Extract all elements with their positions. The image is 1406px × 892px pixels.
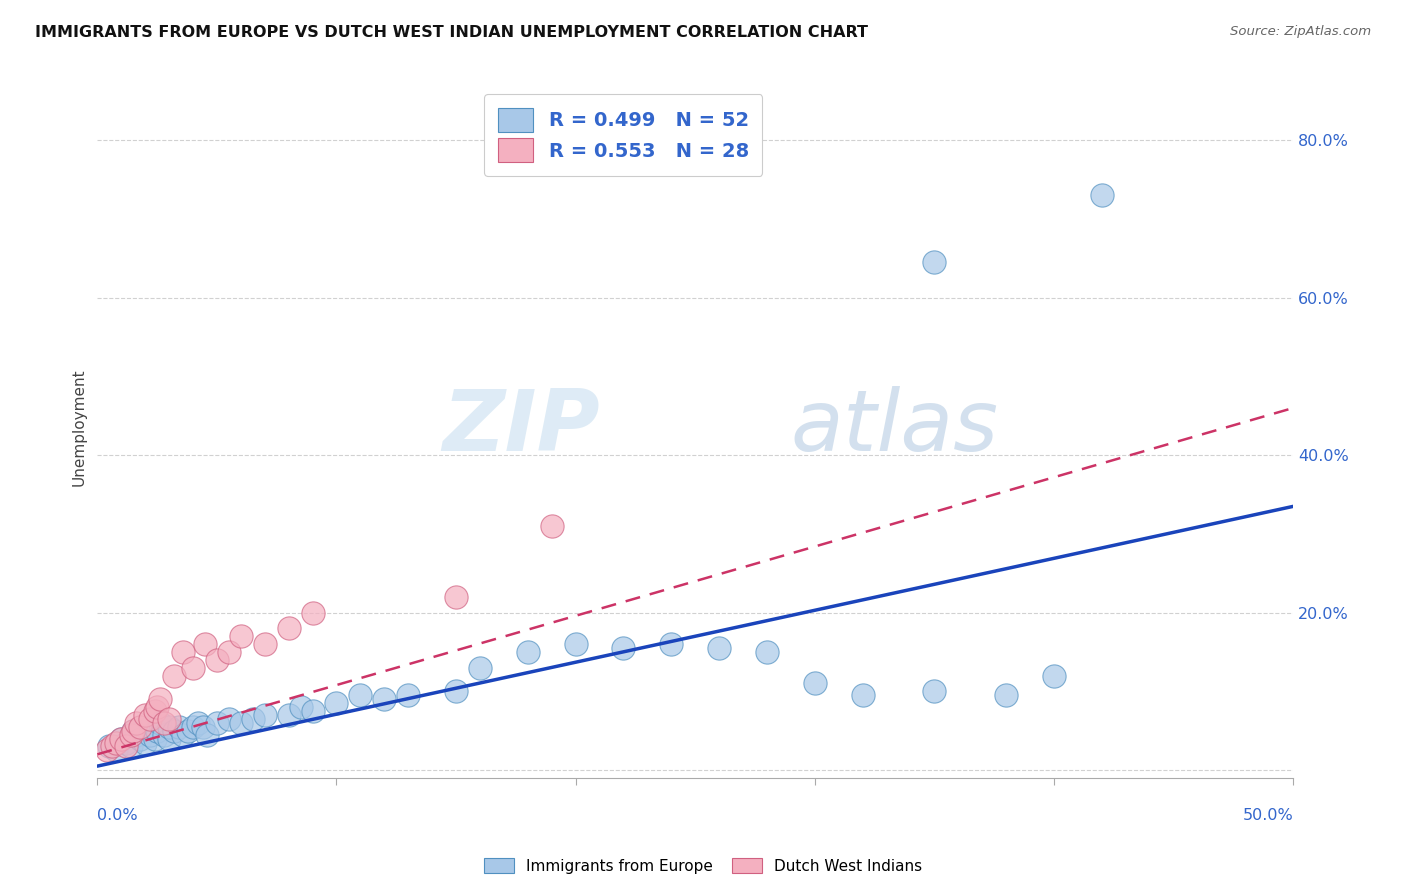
Point bbox=[540, 519, 562, 533]
Point bbox=[218, 645, 240, 659]
Point bbox=[134, 735, 156, 749]
Text: 0.0%: 0.0% bbox=[97, 808, 138, 823]
Point bbox=[177, 723, 200, 738]
Point bbox=[100, 739, 122, 754]
Point bbox=[122, 723, 145, 738]
Point bbox=[134, 708, 156, 723]
Point bbox=[153, 715, 176, 730]
Point bbox=[218, 712, 240, 726]
Point bbox=[129, 731, 152, 746]
Point bbox=[468, 661, 491, 675]
Point bbox=[564, 637, 586, 651]
Point bbox=[194, 637, 217, 651]
Point bbox=[1043, 668, 1066, 682]
Point bbox=[277, 708, 299, 723]
Point bbox=[187, 715, 209, 730]
Point bbox=[852, 688, 875, 702]
Text: IMMIGRANTS FROM EUROPE VS DUTCH WEST INDIAN UNEMPLOYMENT CORRELATION CHART: IMMIGRANTS FROM EUROPE VS DUTCH WEST IND… bbox=[35, 25, 868, 40]
Point bbox=[143, 704, 166, 718]
Point bbox=[122, 723, 145, 738]
Point bbox=[707, 641, 730, 656]
Point bbox=[157, 720, 180, 734]
Point bbox=[146, 723, 169, 738]
Point bbox=[1091, 188, 1114, 202]
Point bbox=[105, 743, 128, 757]
Point bbox=[396, 688, 419, 702]
Point bbox=[242, 712, 264, 726]
Point bbox=[804, 676, 827, 690]
Point bbox=[115, 735, 138, 749]
Point bbox=[110, 731, 132, 746]
Text: atlas: atlas bbox=[792, 386, 998, 469]
Point bbox=[755, 645, 778, 659]
Point bbox=[325, 696, 347, 710]
Point bbox=[139, 728, 162, 742]
Point bbox=[98, 739, 121, 754]
Point bbox=[115, 739, 138, 754]
Point bbox=[253, 708, 276, 723]
Point bbox=[120, 728, 142, 742]
Point bbox=[229, 629, 252, 643]
Point bbox=[120, 739, 142, 754]
Point bbox=[124, 728, 146, 742]
Point bbox=[205, 653, 228, 667]
Point bbox=[96, 743, 118, 757]
Point bbox=[110, 731, 132, 746]
Y-axis label: Unemployment: Unemployment bbox=[72, 369, 86, 486]
Point bbox=[157, 731, 180, 746]
Legend: Immigrants from Europe, Dutch West Indians: Immigrants from Europe, Dutch West India… bbox=[478, 852, 928, 880]
Point bbox=[253, 637, 276, 651]
Point bbox=[924, 684, 946, 698]
Point bbox=[167, 720, 190, 734]
Point bbox=[105, 735, 128, 749]
Point bbox=[995, 688, 1018, 702]
Point bbox=[129, 720, 152, 734]
Point bbox=[301, 606, 323, 620]
Point bbox=[124, 715, 146, 730]
Point bbox=[516, 645, 538, 659]
Point bbox=[349, 688, 371, 702]
Point bbox=[181, 661, 204, 675]
Point bbox=[444, 590, 467, 604]
Point bbox=[301, 704, 323, 718]
Point bbox=[148, 715, 170, 730]
Point bbox=[157, 712, 180, 726]
Point bbox=[139, 712, 162, 726]
Point bbox=[612, 641, 634, 656]
Text: 50.0%: 50.0% bbox=[1243, 808, 1294, 823]
Point bbox=[205, 715, 228, 730]
Text: Source: ZipAtlas.com: Source: ZipAtlas.com bbox=[1230, 25, 1371, 38]
Point bbox=[172, 728, 194, 742]
Point bbox=[172, 645, 194, 659]
Text: ZIP: ZIP bbox=[441, 386, 599, 469]
Point bbox=[153, 728, 176, 742]
Point bbox=[444, 684, 467, 698]
Legend: R = 0.499   N = 52, R = 0.553   N = 28: R = 0.499 N = 52, R = 0.553 N = 28 bbox=[485, 95, 762, 176]
Point bbox=[139, 720, 162, 734]
Point bbox=[143, 731, 166, 746]
Point bbox=[163, 668, 186, 682]
Point bbox=[659, 637, 682, 651]
Point bbox=[277, 621, 299, 635]
Point bbox=[181, 720, 204, 734]
Point bbox=[195, 728, 218, 742]
Point bbox=[373, 692, 395, 706]
Point bbox=[229, 715, 252, 730]
Point bbox=[163, 723, 186, 738]
Point bbox=[290, 700, 312, 714]
Point bbox=[191, 720, 214, 734]
Point bbox=[924, 255, 946, 269]
Point bbox=[148, 692, 170, 706]
Point bbox=[146, 700, 169, 714]
